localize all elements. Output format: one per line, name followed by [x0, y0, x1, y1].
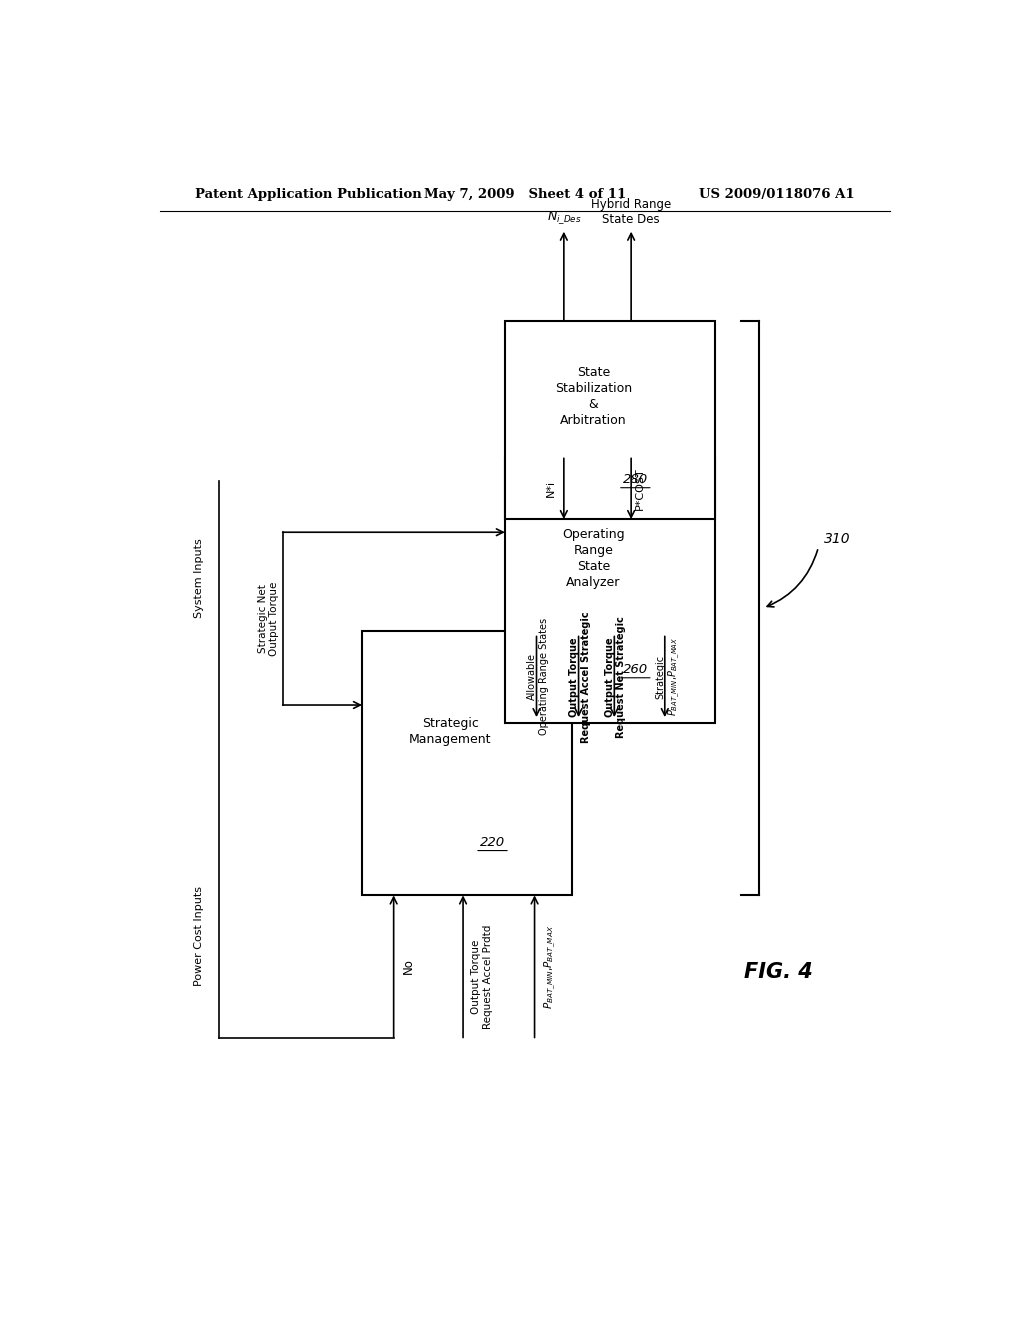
Text: Strategic Net
Output Torque: Strategic Net Output Torque: [258, 581, 280, 656]
Text: N*i: N*i: [546, 480, 556, 498]
Text: Patent Application Publication: Patent Application Publication: [196, 189, 422, 202]
Text: State
Stabilization
&
Arbitration: State Stabilization & Arbitration: [555, 366, 632, 426]
Text: Output Torque
Request Accel Strategic: Output Torque Request Accel Strategic: [569, 611, 591, 743]
Text: System Inputs: System Inputs: [195, 539, 205, 618]
FancyBboxPatch shape: [505, 321, 715, 519]
Text: Output Torque
Request Accel Prdtd: Output Torque Request Accel Prdtd: [471, 924, 493, 1028]
Text: No: No: [401, 958, 415, 974]
Text: 220: 220: [480, 836, 505, 849]
Text: P*COST: P*COST: [635, 467, 645, 510]
Text: Strategic
Management: Strategic Management: [410, 717, 492, 746]
Text: US 2009/0118076 A1: US 2009/0118076 A1: [698, 189, 854, 202]
Text: 310: 310: [824, 532, 851, 546]
FancyBboxPatch shape: [505, 458, 715, 722]
Text: Output Torque
Request Net Strategic: Output Torque Request Net Strategic: [605, 616, 627, 738]
Text: Strategic
$P_{BAT\_MIN}$,$P_{BAT\_MAX}$: Strategic $P_{BAT\_MIN}$,$P_{BAT\_MAX}$: [655, 638, 682, 717]
FancyBboxPatch shape: [362, 631, 572, 895]
Text: $N_{i\_Des}$: $N_{i\_Des}$: [547, 210, 582, 227]
Text: FIG. 4: FIG. 4: [744, 961, 813, 982]
Text: $P_{BAT\_MIN}$,$P_{BAT\_MAX}$: $P_{BAT\_MIN}$,$P_{BAT\_MAX}$: [543, 924, 558, 1008]
Text: Allowable
Operating Range States: Allowable Operating Range States: [527, 618, 549, 735]
Text: Power Cost Inputs: Power Cost Inputs: [195, 886, 205, 986]
Text: Operating
Range
State
Analyzer: Operating Range State Analyzer: [562, 528, 625, 589]
Text: 280: 280: [623, 473, 648, 486]
Text: May 7, 2009   Sheet 4 of 11: May 7, 2009 Sheet 4 of 11: [424, 189, 626, 202]
Text: 260: 260: [623, 663, 648, 676]
Text: Hybrid Range
State Des: Hybrid Range State Des: [591, 198, 672, 227]
